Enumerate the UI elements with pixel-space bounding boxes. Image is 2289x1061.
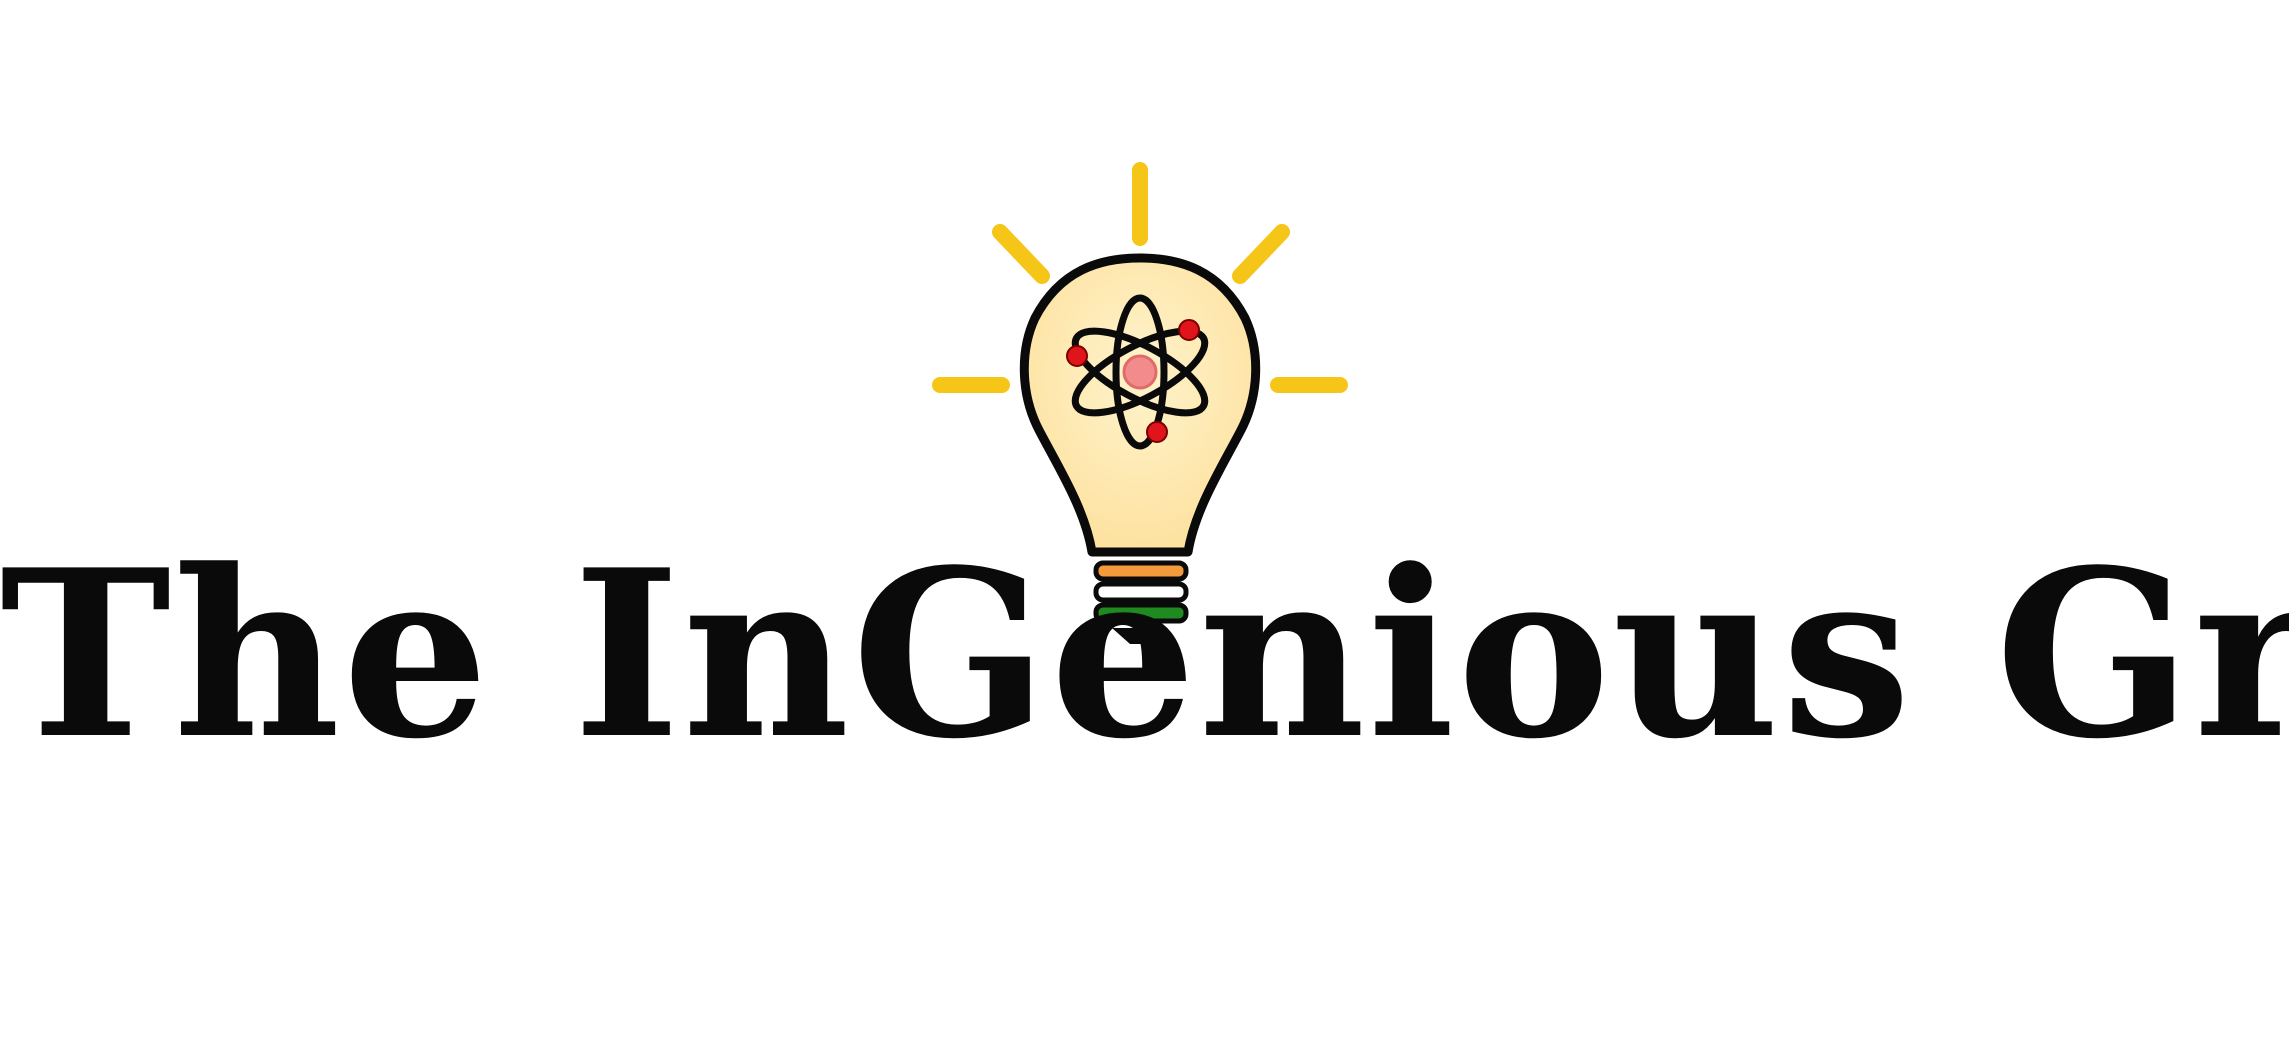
bulb-tip-icon [1112, 628, 1168, 644]
bulb-glass-icon [1019, 253, 1261, 557]
bulb-base-icon [1093, 560, 1189, 624]
brand-name: The InGenious Group [0, 520, 2289, 790]
atom-icon [1071, 294, 1209, 450]
nucleus-icon [1122, 354, 1158, 390]
light-rays-icon [932, 162, 1348, 393]
electron-icon [1066, 319, 1200, 443]
